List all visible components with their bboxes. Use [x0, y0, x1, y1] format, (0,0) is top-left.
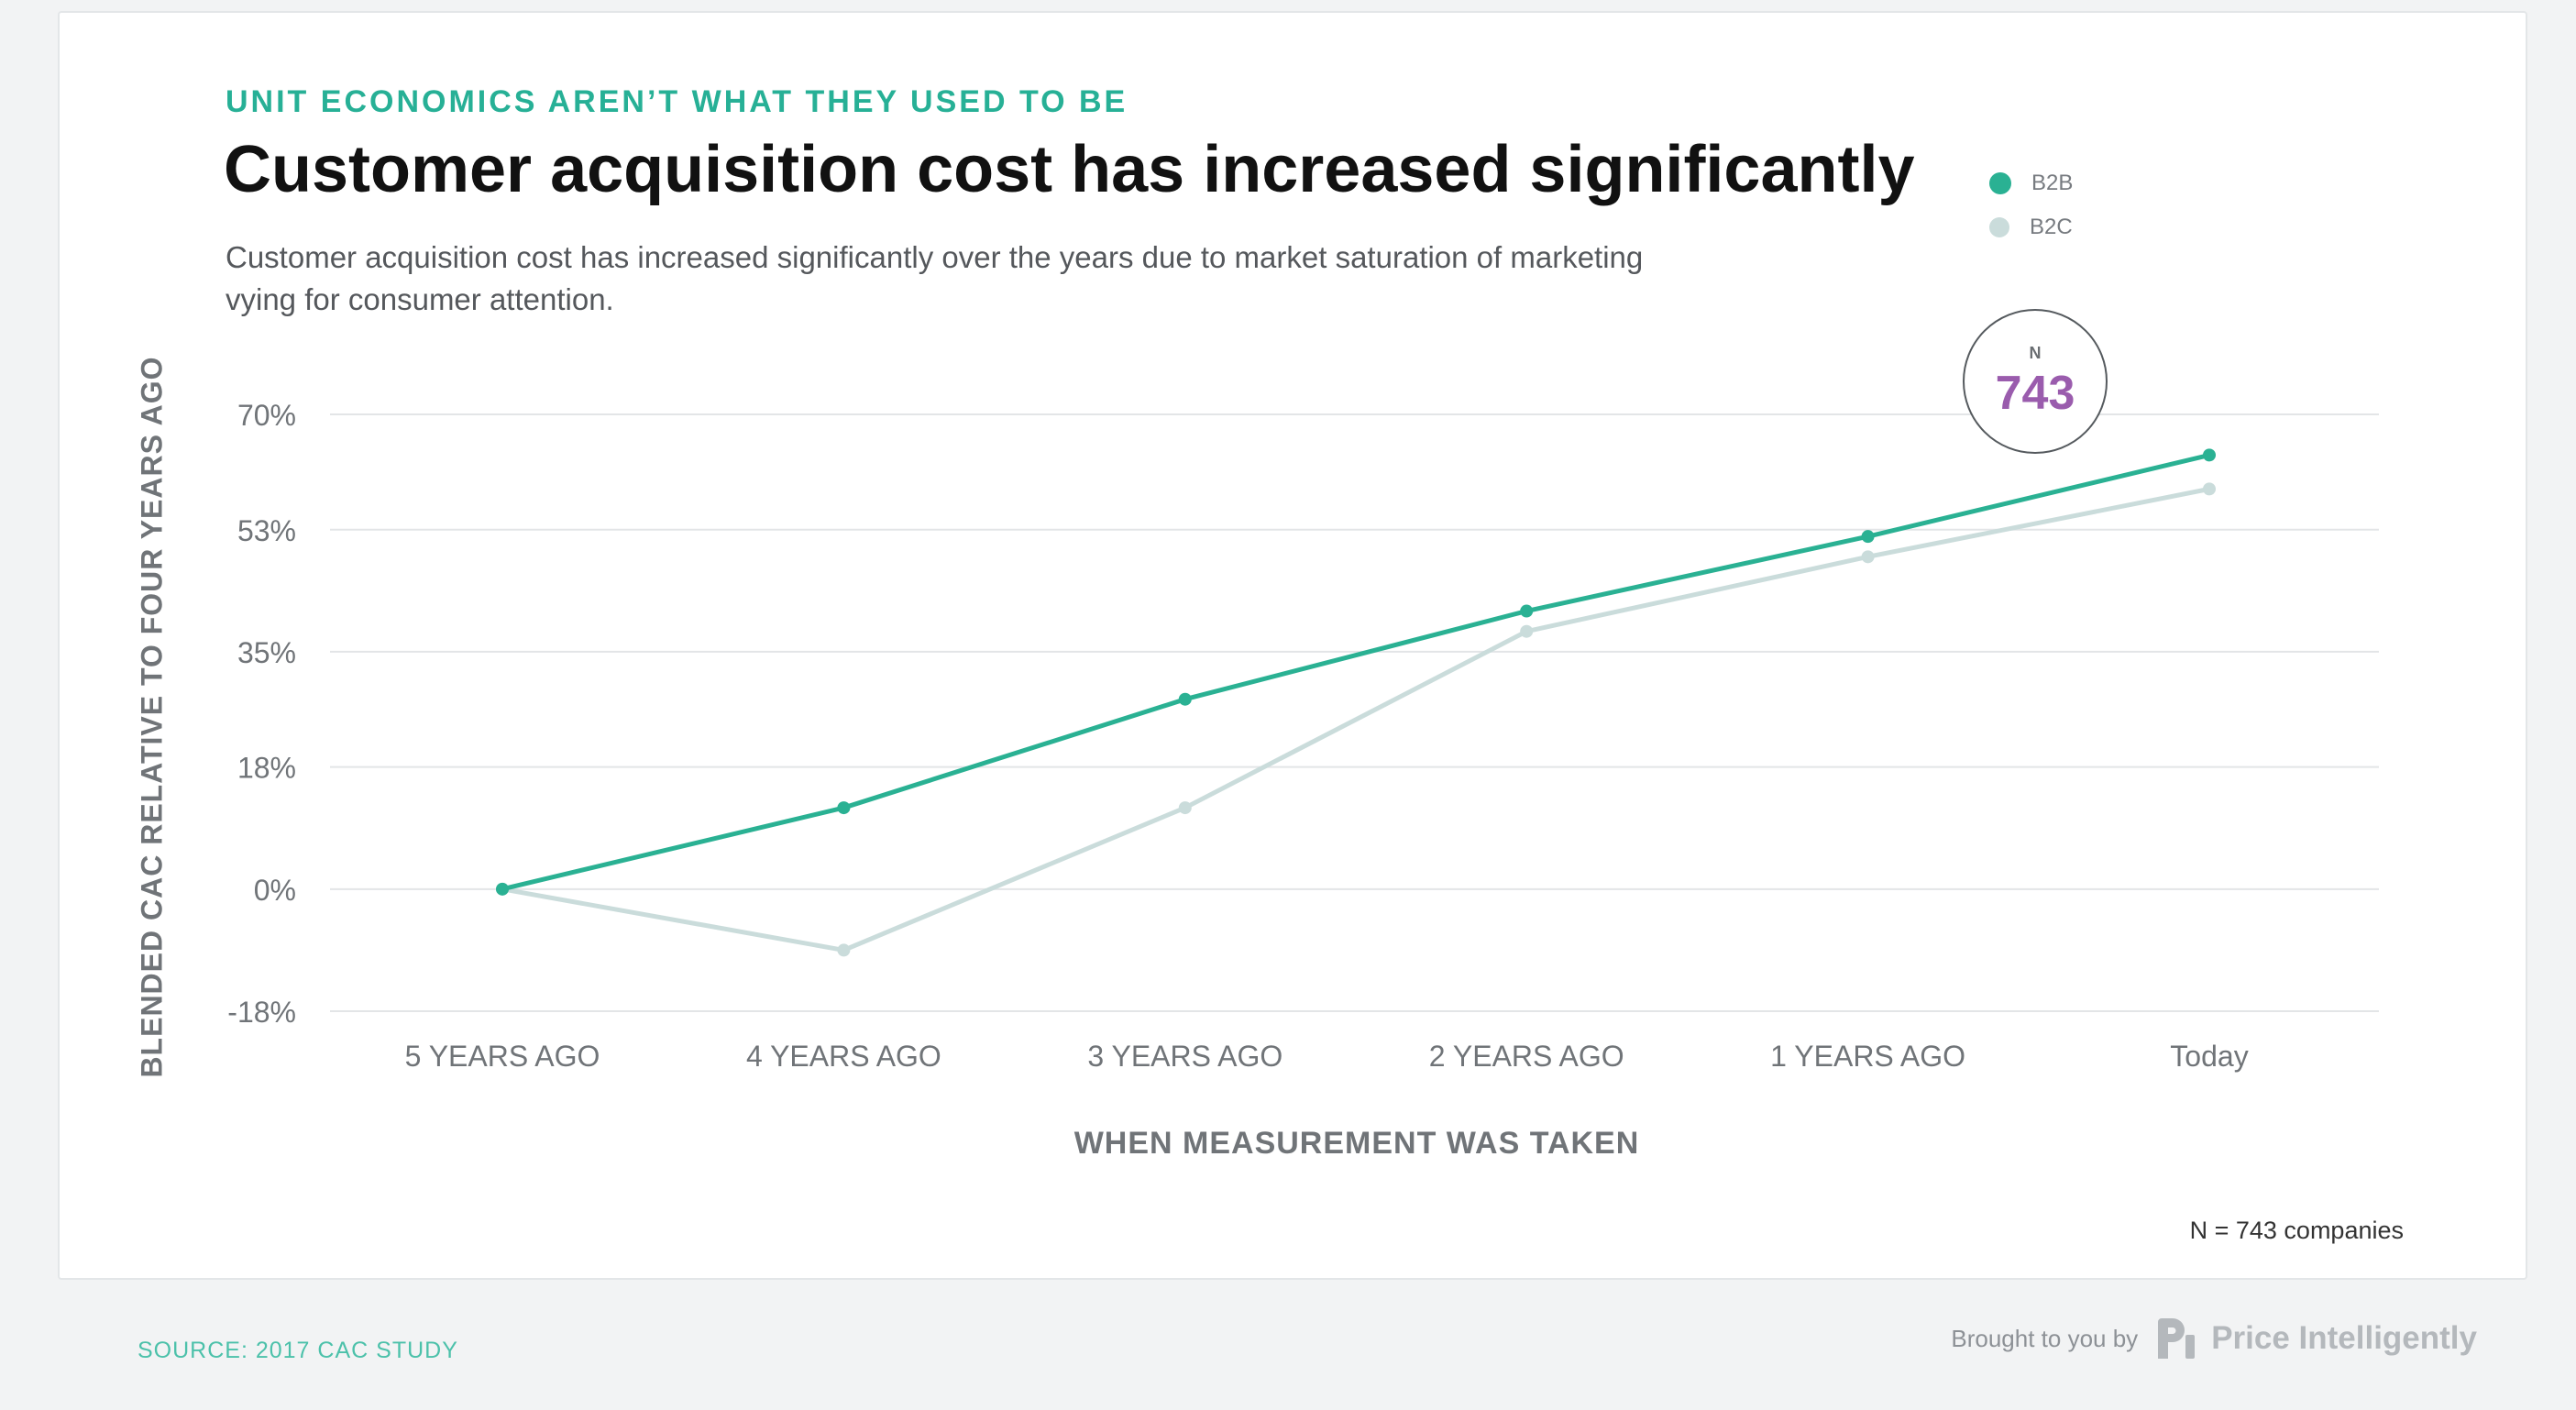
- series-line-b2b: [500, 452, 2212, 892]
- legend-label-b2c: B2C: [2030, 215, 2073, 239]
- chart-legend: B2B B2C: [1989, 161, 2073, 249]
- point-b2b-2: [1178, 692, 1192, 706]
- y-tick-label-4: 0%: [254, 874, 296, 907]
- point-b2c-4: [1861, 550, 1875, 564]
- chart-card: [58, 11, 2527, 1280]
- sample-size-value: 743: [1995, 367, 2075, 420]
- page-subtitle: Customer acquisition cost has increased …: [226, 240, 1644, 316]
- brand-credit[interactable]: Brought to you by Price Intelligently: [1951, 1316, 2477, 1360]
- y-tick-label-1: 53%: [237, 514, 296, 547]
- y-tick-label-5: -18%: [227, 996, 296, 1029]
- x-tick-label-1: 4 YEARS AGO: [746, 1040, 941, 1073]
- y-tick-label-0: 70%: [237, 399, 296, 432]
- legend-item-b2c[interactable]: B2C: [1989, 205, 2073, 249]
- x-tick-label-5: Today: [2170, 1040, 2248, 1073]
- page-title: Customer acquisition cost has increased …: [224, 133, 1915, 206]
- legend-item-b2b[interactable]: B2B: [1989, 161, 2073, 205]
- point-b2b-0: [496, 882, 509, 896]
- x-tick-label-3: 2 YEARS AGO: [1429, 1040, 1624, 1073]
- point-b2c-2: [1178, 801, 1192, 815]
- y-tick-label-3: 18%: [237, 752, 296, 785]
- point-b2c-1: [837, 943, 851, 957]
- series-line-b2c: [500, 486, 2212, 953]
- x-tick-label-4: 1 YEARS AGO: [1770, 1040, 1965, 1073]
- legend-marker-b2c: [1989, 217, 2009, 237]
- y-tick-label-2: 35%: [237, 636, 296, 669]
- x-tick-label-2: 3 YEARS AGO: [1087, 1040, 1282, 1073]
- y-axis-label: BLENDED CAC RELATIVE TO FOUR YEARS AGO: [135, 356, 169, 1078]
- brought-by-text: Brought to you by: [1951, 1324, 2139, 1352]
- source-note: SOURCE: 2017 CAC STUDY: [138, 1338, 458, 1363]
- price-intelligently-logo-icon: [2158, 1318, 2196, 1359]
- x-axis-label: WHEN MEASUREMENT WAS TAKEN: [1073, 1126, 1640, 1161]
- sample-size-label: N: [2029, 344, 2042, 362]
- legend-label-b2b: B2B: [2031, 171, 2074, 195]
- sample-size-note: N = 743 companies: [2189, 1217, 2404, 1244]
- x-tick-label-0: 5 YEARS AGO: [405, 1040, 600, 1073]
- eyebrow-heading: UNIT ECONOMICS AREN’T WHAT THEY USED TO …: [226, 84, 1128, 119]
- legend-marker-b2b: [1989, 172, 2011, 194]
- brand-name: Price Intelligently: [2211, 1320, 2477, 1356]
- point-b2b-4: [1861, 530, 1875, 544]
- point-b2b-1: [837, 801, 851, 815]
- point-b2b-3: [1520, 604, 1534, 618]
- point-b2b-5: [2203, 448, 2216, 462]
- point-b2c-5: [2203, 482, 2216, 496]
- point-b2c-3: [1520, 624, 1534, 638]
- sample-size-badge: N 743: [1963, 309, 2108, 454]
